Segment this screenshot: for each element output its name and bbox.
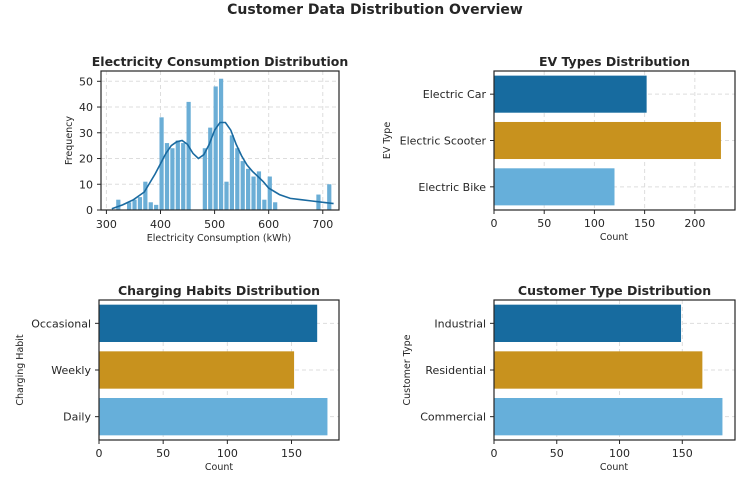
x-axis-label: Count <box>205 462 233 473</box>
histogram-bar <box>181 143 186 210</box>
histogram-bar <box>256 171 262 210</box>
bar-weekly <box>99 351 295 389</box>
x-tick-label: 500 <box>204 218 225 231</box>
histogram-bar <box>143 181 148 210</box>
chart-title: Electricity Consumption Distribution <box>92 54 349 69</box>
histogram-bar <box>235 148 240 210</box>
bar-electric-car <box>494 75 647 113</box>
histogram-bar <box>154 204 159 210</box>
y-tick-label: 0 <box>86 204 93 217</box>
histogram-bar <box>175 140 180 210</box>
kde-line <box>111 121 334 210</box>
x-tick-label: 50 <box>550 447 564 460</box>
chart-ev-types: EV Types Distribution Electric Car Electri… <box>382 54 736 243</box>
histogram-bar <box>229 135 235 210</box>
histogram-bar <box>116 199 121 210</box>
histogram-bar <box>246 168 251 210</box>
category-label: Occasional <box>31 317 91 330</box>
bar-commercial <box>494 398 723 436</box>
histogram-bar <box>208 127 213 210</box>
x-tick-label: 0 <box>491 447 498 460</box>
histogram-bar <box>170 148 175 210</box>
y-tick-label: 50 <box>79 75 93 88</box>
histogram-bar <box>224 181 229 210</box>
x-tick-label: 100 <box>584 217 605 230</box>
category-label: Commercial <box>420 411 486 424</box>
chart-title: EV Types Distribution <box>539 54 690 69</box>
plot-frame <box>493 70 736 211</box>
histogram-bar <box>218 78 224 210</box>
chart-customer-types: Customer Type Distribution Industrial Resi… <box>402 283 736 473</box>
x-tick-label: 300 <box>96 218 117 231</box>
chart-charging-habits: Charging Habits Distribution Occasional We… <box>15 283 340 473</box>
x-tick-label: 400 <box>150 218 171 231</box>
histogram-bar <box>186 101 191 210</box>
y-tick-label: 40 <box>79 101 93 114</box>
category-label: Weekly <box>51 364 91 377</box>
y-tick-label: 30 <box>79 127 93 140</box>
bar-residential <box>494 351 703 389</box>
bar-electric-bike <box>494 168 615 206</box>
histogram-bar <box>164 143 170 210</box>
histogram-bar <box>262 199 267 210</box>
x-tick-label: 150 <box>634 217 655 230</box>
plot-frame <box>493 299 736 441</box>
x-tick-label: 100 <box>609 447 630 460</box>
x-tick-label: 700 <box>312 218 333 231</box>
plot-frame <box>100 70 340 211</box>
bar-electric-scooter <box>494 121 721 160</box>
category-label: Daily <box>63 411 91 424</box>
bar-occasional <box>99 304 318 342</box>
histogram-bar <box>267 176 272 210</box>
histogram-bar <box>251 176 256 210</box>
category-label: Industrial <box>434 317 486 330</box>
y-tick-label: 10 <box>79 178 93 191</box>
x-tick-label: 200 <box>684 217 705 230</box>
y-tick-label: 20 <box>79 153 93 166</box>
plot-frame <box>98 299 340 441</box>
x-tick-label: 50 <box>156 447 170 460</box>
histogram-bar <box>137 197 143 210</box>
histogram-bar <box>127 202 132 210</box>
bar-industrial <box>494 304 682 342</box>
x-tick-label: 0 <box>96 447 103 460</box>
figure-title: Customer Data Distribution Overview <box>227 2 523 18</box>
x-axis-label: Electricity Consumption (kWh) <box>147 233 291 244</box>
y-axis-label: Frequency <box>64 116 75 165</box>
histogram-bar <box>273 202 278 210</box>
category-label: Residential <box>425 364 486 377</box>
x-tick-label: 150 <box>281 447 302 460</box>
histogram-bar <box>148 202 153 210</box>
x-tick-label: 0 <box>491 217 498 230</box>
y-axis-label: Charging Habit <box>15 334 26 406</box>
category-label: Electric Scooter <box>400 135 487 148</box>
bar-daily <box>99 398 328 436</box>
histogram-bar <box>202 148 207 210</box>
histogram-bar <box>240 161 245 210</box>
x-axis-label: Count <box>600 232 628 243</box>
category-label: Electric Car <box>423 88 487 101</box>
y-axis-label: Customer Type <box>402 334 413 405</box>
chart-title: Customer Type Distribution <box>518 283 711 298</box>
histogram-bar <box>327 184 332 210</box>
x-tick-label: 50 <box>537 217 551 230</box>
chart-title: Charging Habits Distribution <box>118 283 320 298</box>
y-axis-label: EV Type <box>382 122 393 159</box>
histogram-bar <box>132 199 137 210</box>
x-axis-label: Count <box>600 462 628 473</box>
category-label: Electric Bike <box>418 181 486 194</box>
x-tick-label: 100 <box>217 447 238 460</box>
histogram-bar <box>159 117 164 210</box>
x-tick-label: 150 <box>672 447 693 460</box>
x-tick-label: 600 <box>258 218 279 231</box>
histogram-bar <box>213 86 218 210</box>
